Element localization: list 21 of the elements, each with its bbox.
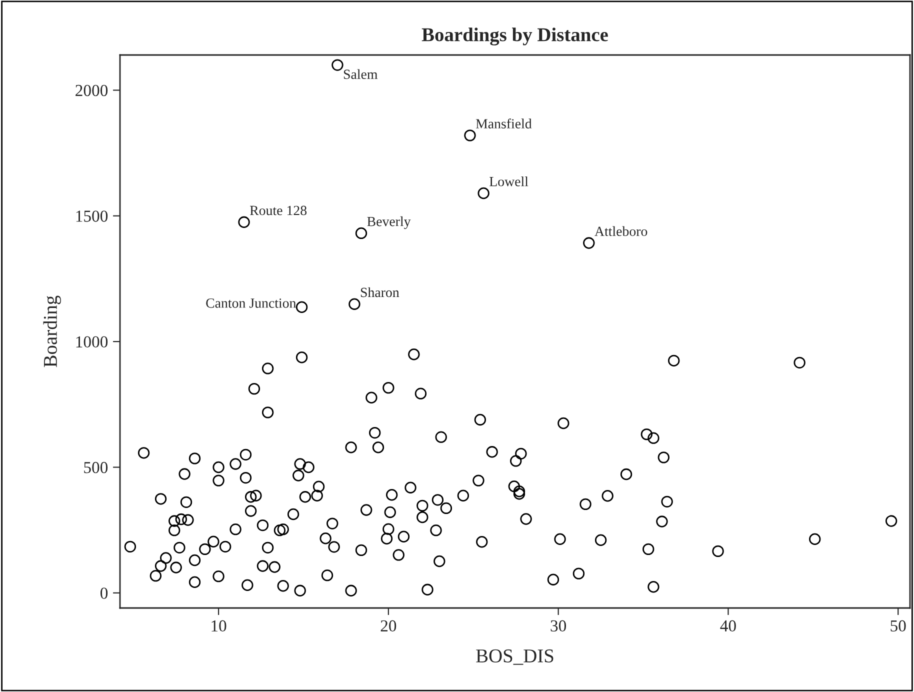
annotation: Canton Junction [206,298,296,308]
chart-title: Boardings by Distance [422,28,608,46]
y-tick-label: 500 [84,462,108,474]
annotation: Route 128 [250,206,307,216]
y-tick-label: 1000 [76,336,108,348]
x-tick-label: 20 [380,620,396,632]
x-axis-title: BOS_DIS [476,649,554,665]
x-tick-label: 40 [720,620,736,632]
y-tick-label: 0 [100,588,108,599]
x-tick-label: 30 [550,620,566,632]
annotation: Salem [344,69,378,79]
annotation: Attleboro [594,226,648,236]
x-tick-label: 10 [212,620,226,632]
annotation: Sharon [360,287,400,298]
y-tick-label: 2000 [76,84,108,96]
y-tick-label: 1500 [76,210,108,222]
annotation: Lowell [490,176,528,186]
annotation: Mansfield [476,118,532,128]
y-axis-title: Boarding [43,296,61,368]
x-tick-label: 50 [890,620,906,632]
annotation: Beverly [367,216,411,230]
